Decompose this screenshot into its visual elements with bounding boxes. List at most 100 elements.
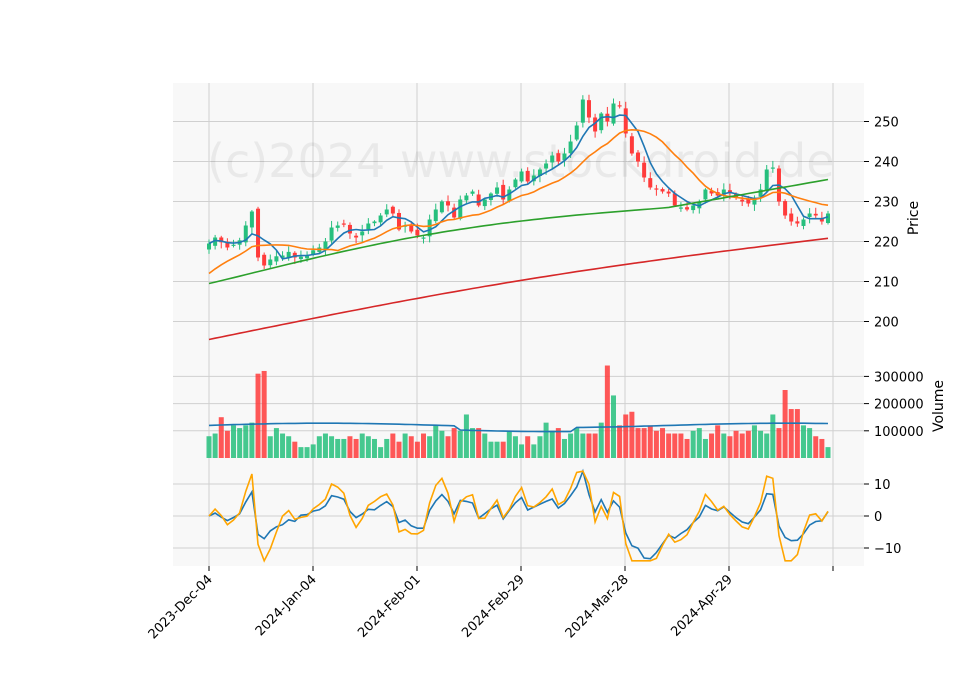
candle-body <box>611 103 616 124</box>
price-tick-label: 210 <box>874 276 899 291</box>
candle-body <box>470 191 475 194</box>
candle-body <box>421 237 426 239</box>
volume-bar <box>592 433 598 458</box>
osc-tick-label: 0 <box>874 510 882 525</box>
candle-body <box>280 255 285 258</box>
candle-body <box>801 219 806 226</box>
candle-body <box>789 213 794 222</box>
volume-bar <box>715 425 721 458</box>
candle-body <box>580 99 585 123</box>
candle-body <box>617 105 622 107</box>
candle-body <box>415 229 420 236</box>
candle-body <box>544 163 549 169</box>
volume-bar <box>568 433 574 458</box>
candle-body <box>274 256 279 262</box>
volume-bar <box>653 430 659 458</box>
candle-body <box>439 201 444 213</box>
candle-body <box>783 201 788 216</box>
volume-tick-label: 300000 <box>874 370 924 385</box>
candle-body <box>678 207 683 209</box>
volume-bar <box>629 411 635 458</box>
candle-body <box>770 167 775 169</box>
volume-bar <box>261 370 267 458</box>
candle-body <box>384 209 389 215</box>
candle-body <box>623 108 628 134</box>
ma-line-red <box>208 237 829 341</box>
volume-bar <box>439 430 445 458</box>
volume-bar <box>316 436 322 458</box>
volume-bar <box>347 436 353 458</box>
volume-bar <box>463 414 469 458</box>
volume-bar <box>574 428 580 458</box>
x-tick-label: 2024-Apr-29 <box>668 572 735 639</box>
price-tick-label: 220 <box>874 236 899 251</box>
candle-body <box>378 215 383 223</box>
candle-body <box>740 199 745 202</box>
price-tick-label: 240 <box>874 156 899 171</box>
candle-body <box>311 250 316 255</box>
volume-bar <box>231 425 237 458</box>
volume-bar <box>255 373 261 458</box>
volume-bar <box>292 441 298 458</box>
oscillator-series <box>208 468 829 563</box>
candle-body <box>721 189 726 195</box>
candle-body <box>464 195 469 201</box>
volume-bar <box>212 433 218 458</box>
candle-body <box>642 162 647 178</box>
candle-body <box>746 198 751 204</box>
volume-bar <box>506 430 512 458</box>
candle-body <box>231 244 236 246</box>
volume-bar <box>800 425 806 458</box>
volume-bar <box>488 441 494 458</box>
candle-body <box>458 199 463 219</box>
candle-body <box>354 235 359 238</box>
volume-bar <box>580 433 586 458</box>
volume-bar <box>641 428 647 458</box>
volume-bar <box>494 441 500 458</box>
candle-body <box>574 125 579 140</box>
candle-body <box>703 189 708 200</box>
price-series <box>207 94 830 341</box>
candle-body <box>396 212 401 230</box>
x-tick-label: 2024-Mar-28 <box>563 572 632 641</box>
candle-body <box>482 199 487 207</box>
candle-body <box>372 221 377 224</box>
volume-bar <box>273 428 279 458</box>
volume-bar <box>586 433 592 458</box>
candle-body <box>685 207 690 210</box>
candle-body <box>286 251 291 258</box>
volume-bar <box>770 414 776 458</box>
candle-body <box>360 231 365 236</box>
volume-bar <box>304 447 310 458</box>
volume-bar <box>776 428 782 458</box>
volume-bar <box>384 438 390 458</box>
volume-bar <box>745 430 751 458</box>
volume-bar <box>408 436 414 458</box>
candle-body <box>562 153 567 161</box>
candle-body <box>605 113 610 122</box>
candle-body <box>213 237 218 246</box>
candle-body <box>207 243 211 250</box>
candle-body <box>795 221 800 224</box>
volume-bar <box>335 438 341 458</box>
volume-bar <box>758 430 764 458</box>
volume-bar <box>500 441 506 458</box>
candle-body <box>709 190 714 194</box>
volume-bar <box>813 436 819 458</box>
volume-bar <box>512 436 518 458</box>
volume-bar <box>702 438 708 458</box>
candle-body <box>305 255 310 259</box>
candle-body <box>672 193 677 206</box>
candle-body <box>507 189 512 201</box>
volume-bar <box>421 433 427 458</box>
candle-body <box>446 201 451 206</box>
volume-bar <box>739 433 745 458</box>
volume-bar <box>561 438 567 458</box>
candle-body <box>249 211 254 228</box>
volume-bar <box>684 438 690 458</box>
volume-average-line <box>208 422 829 433</box>
volume-bar <box>310 444 316 458</box>
candle-body <box>568 141 573 154</box>
volume-bar <box>690 430 696 458</box>
